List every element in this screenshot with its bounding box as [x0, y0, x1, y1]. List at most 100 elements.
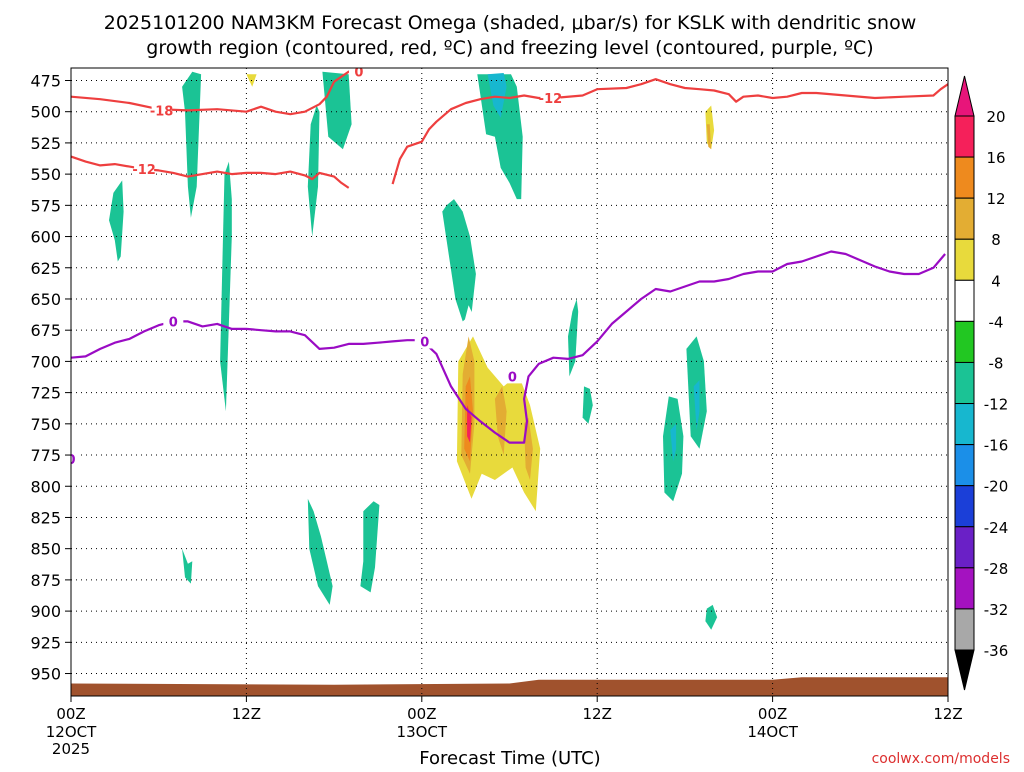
colorbar-bin-2	[954, 197, 975, 240]
omega-region-36	[747, 323, 753, 362]
chart-title-line2: growth region (contoured, red, ºC) and f…	[146, 37, 873, 59]
colorbar-label-2: 12	[986, 190, 1005, 208]
y-tick-label-8: 675	[30, 321, 61, 340]
colorbar-bin-5	[954, 320, 975, 363]
x-tick-date-0: 12OCT	[46, 723, 97, 741]
colorbar-bin-4	[954, 279, 975, 322]
omega-region-37	[604, 383, 611, 449]
freezing-contour-label-1: 0	[420, 335, 429, 350]
colorbar-bin-10	[954, 526, 975, 569]
colorbar-bin-8	[954, 444, 975, 487]
colorbar-label-13: -36	[984, 642, 1009, 660]
dgz-contour-label-2: 0	[354, 66, 363, 81]
omega-region-2	[220, 161, 232, 412]
x-tick-label-3: 12Z	[583, 705, 612, 723]
colorbar-label-4: 4	[991, 272, 1001, 290]
y-tick-label-2: 525	[30, 134, 61, 153]
omega-region-35	[679, 211, 685, 274]
dgz-contour-line-1	[71, 155, 350, 189]
y-tick-label-9: 700	[30, 352, 61, 371]
omega-region-8	[442, 199, 476, 322]
colorbar-label-11: -28	[984, 560, 1009, 578]
y-tick-label-12: 775	[30, 446, 61, 465]
omega-region-3	[182, 548, 193, 584]
omega-region-17	[705, 604, 718, 630]
y-tick-label-4: 575	[30, 196, 61, 215]
dgz-contour-line-3	[391, 78, 948, 185]
y-tick-label-0: 475	[30, 71, 61, 90]
plot-area: -18 -12 0 -12 0 0 0 0 475 500 525 550 575 600 625 650 67…	[30, 66, 963, 758]
y-tick-label-11: 750	[30, 415, 61, 434]
chart-title-line1: 2025101200 NAM3KM Forecast Omega (shaded…	[104, 12, 916, 34]
omega-region-31	[663, 68, 668, 81]
omega-region-9	[477, 74, 523, 200]
freezing-contour-label-bg-3	[71, 451, 81, 466]
freezing-contour-line-0	[71, 320, 422, 359]
omega-region-5	[307, 498, 333, 605]
omega-region-4	[307, 105, 320, 237]
y-tick-label-6: 625	[30, 259, 61, 278]
colorbar-label-3: 8	[991, 231, 1001, 249]
colorbar-bin-9	[954, 485, 975, 528]
colorbar-bin-6	[954, 361, 975, 405]
x-tick-label-4: 00Z	[758, 705, 787, 723]
colorbar-label-9: -20	[984, 478, 1009, 496]
dgz-contour-label-bg-0	[151, 103, 172, 118]
y-tick-label-18: 925	[30, 633, 61, 652]
omega-region-30	[377, 69, 386, 100]
colorbar-label-8: -16	[984, 437, 1009, 455]
credit-text: coolwx.com/models	[872, 751, 1010, 767]
dgz-contour-label-bg-2	[348, 68, 369, 79]
y-tick-label-17: 900	[30, 602, 61, 621]
y-tick-label-7: 650	[30, 290, 61, 309]
colorbar-bin-3	[954, 238, 975, 281]
omega-region-20	[275, 124, 308, 312]
colorbar-label-1: 16	[986, 149, 1005, 167]
y-tick-label-1: 500	[30, 103, 61, 122]
colorbar-bin-7	[954, 403, 975, 446]
dgz-contour-line-0	[71, 68, 357, 116]
colorbar: 20 16 12 8 4 -4 -8 -12 -16 -20 -24 -28 -32 -36	[954, 75, 1009, 691]
omega-region-12	[582, 386, 593, 424]
dgz-contour-label-bg-1	[134, 162, 155, 177]
colorbar-bin-12	[954, 608, 975, 651]
omega-region-21	[97, 316, 133, 537]
omega-region-28	[467, 405, 472, 443]
dgz-contour-label-bg-3	[540, 90, 561, 105]
plot-frame	[70, 67, 949, 697]
x-tick-label-5: 12Z	[933, 705, 962, 723]
colorbar-bin-1	[954, 156, 975, 199]
x-tick-date-2: 13OCT	[397, 723, 448, 741]
freezing-contour-label-bg-1	[414, 334, 435, 349]
colorbar-label-5: -4	[989, 313, 1004, 331]
x-tick-label-2: 00Z	[407, 705, 436, 723]
colorbar-label-0: 20	[986, 108, 1005, 126]
y-tick-label-14: 825	[30, 508, 61, 527]
y-tick-label-5: 600	[30, 228, 61, 247]
freezing-contour-label-3: 0	[66, 453, 75, 468]
y-tick-label-19: 950	[30, 665, 61, 684]
y-tick-label-10: 725	[30, 384, 61, 403]
y-tick-label-15: 850	[30, 540, 61, 559]
x-tick-label-0: 00Z	[56, 705, 85, 723]
freezing-contour-label-bg-2	[502, 369, 523, 384]
dgz-contour-label-0: -18	[150, 104, 174, 119]
colorbar-label-7: -12	[984, 396, 1009, 414]
omega-region-34	[706, 124, 712, 150]
omega-region-1	[109, 180, 124, 262]
y-tick-label-3: 550	[30, 165, 61, 184]
freezing-contour-label-2: 0	[508, 370, 517, 385]
omega-region-11	[568, 299, 579, 377]
colorbar-bottom-arrow	[954, 649, 975, 691]
freezing-contour-line-1	[421, 250, 946, 444]
x-axis-label: Forecast Time (UTC)	[419, 748, 600, 768]
plot-content: -18 -12 0 -12 0 0 0 0	[66, 66, 948, 696]
colorbar-label-10: -24	[984, 519, 1009, 537]
freezing-contour-label-0: 0	[169, 315, 178, 330]
omega-region-6	[360, 501, 380, 593]
y-tick-label-16: 875	[30, 571, 61, 590]
dgz-contour-label-1: -12	[132, 163, 156, 178]
x-tick-year-0: 2025	[52, 740, 90, 758]
